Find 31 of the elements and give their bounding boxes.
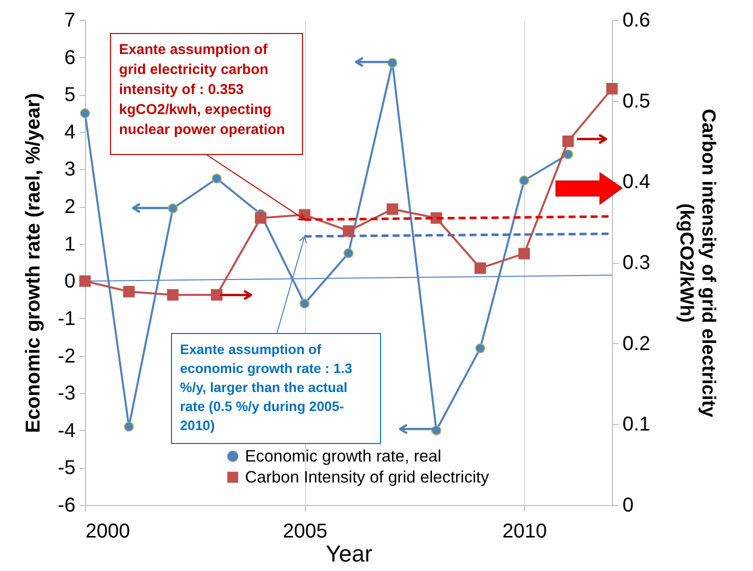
y2-tick-label: 0.2 <box>622 332 650 355</box>
y-tick-label: 6 <box>64 46 76 69</box>
y-tick-label: 2 <box>64 196 76 218</box>
y2-tick-label: 0 <box>622 494 634 516</box>
y2-tick-label: 0.6 <box>622 10 650 32</box>
y-tick-label: 4 <box>64 121 76 144</box>
note-box: Exante assumption of economic growth rate : 1.3 %/y, larger than the actual rate (0.5 %/y during 2005-2010) <box>171 333 381 444</box>
y2-tick-label: 0.5 <box>622 90 650 112</box>
y-tick-label: -5 <box>58 457 76 480</box>
note-box: Exante assumption of grid electricity carbon intensity of : 0.353 kgCO2/kwh, expecting nuclear power operation <box>110 33 303 155</box>
y2-tick-label: 0.3 <box>622 252 650 274</box>
y-tick-label: 5 <box>64 84 76 106</box>
legend-label: Economic growth rate, real <box>245 447 442 466</box>
y-tick-label: -2 <box>58 345 76 368</box>
x-tick-label: 2000 <box>86 520 130 542</box>
y-tick-label: 3 <box>64 158 76 181</box>
x-axis-title: Year <box>326 540 373 566</box>
y-tick-label: 1 <box>64 233 76 256</box>
y-tick-label: 0 <box>64 270 76 293</box>
y-tick-label: -6 <box>58 494 76 516</box>
x-tick-label: 2010 <box>502 520 547 542</box>
y2-axis-title: Carbon intensity of grid electricity (kgCO2/kWh) <box>675 108 718 418</box>
y2-tick-label: 0.1 <box>622 414 650 436</box>
y2-tick-label: 0.4 <box>622 171 650 194</box>
y-tick-label: 7 <box>64 10 76 32</box>
y-tick-label: -4 <box>58 420 76 442</box>
y-tick-label: -3 <box>58 382 76 405</box>
y-axis-title: Economic growth rate (rael, %/year) <box>22 92 45 434</box>
y-tick-label: -1 <box>58 308 76 330</box>
x-tick-label: 2005 <box>282 520 328 542</box>
legend-label: Carbon Intensity of grid electricity <box>245 468 490 486</box>
